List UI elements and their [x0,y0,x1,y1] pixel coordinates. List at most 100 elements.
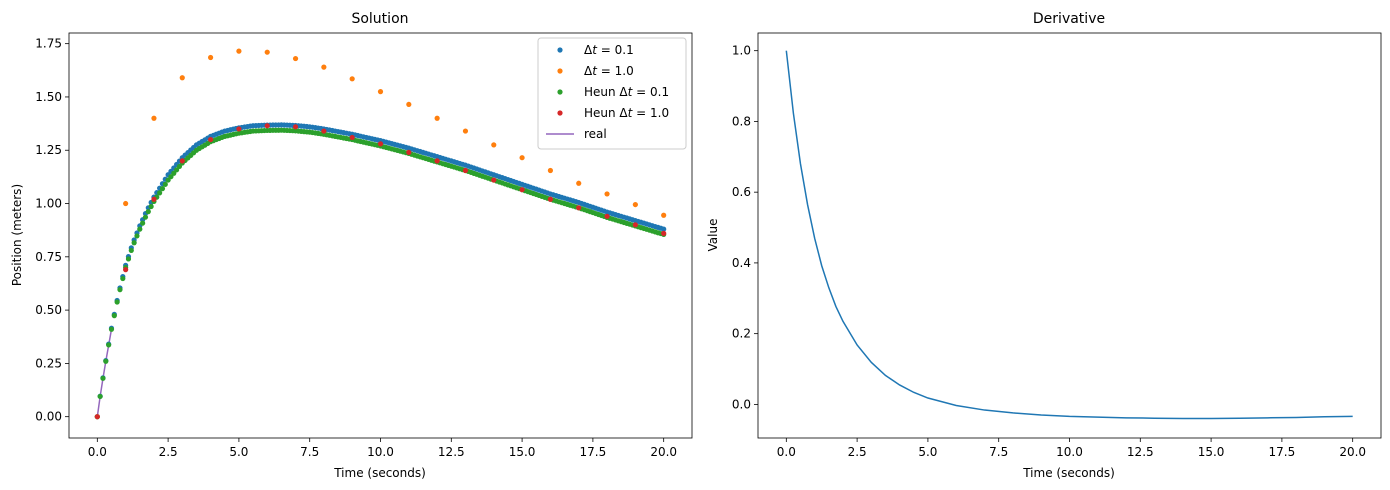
legend-swatch-dot [557,68,563,74]
derivative-xtick-label: 17.5 [1269,445,1296,459]
solution-xtick-label: 5.0 [229,445,248,459]
data-point [576,180,582,186]
solution-xlabel: Time (seconds) [333,466,426,480]
data-point [100,375,106,381]
data-point [114,299,120,305]
data-point [207,136,214,143]
data-point [321,128,327,134]
data-point [137,226,143,232]
solution-legend: Δt = 0.1 Δt = 1.0 Heun Δt = 0.1 Heun Δt = 1… [537,37,687,150]
data-point [377,89,384,95]
data-point [264,123,270,129]
data-point [491,142,497,148]
data-point [661,230,667,236]
solution-ytick-label: 1.75 [35,37,62,51]
data-point [406,101,412,108]
solution-ytick-label: 1.50 [35,90,62,104]
data-point [97,393,103,400]
data-point [165,177,171,183]
data-point [108,326,115,332]
solution-xtick-label: 20.0 [650,445,677,459]
data-point [145,209,151,215]
data-point [661,212,667,218]
data-point [547,167,554,174]
data-point [321,64,327,70]
data-point [176,163,183,170]
legend-label: Δt = 1.0 [584,64,634,78]
solution-panel: Solution 0.0 2.5 5.0 7.5 10.0 12.5 15.0 17.5 20.… [10,11,693,480]
data-point [604,191,610,197]
data-point [406,149,412,155]
data-point [604,213,610,219]
legend-label: real [584,127,607,141]
data-point [148,203,154,210]
derivative-ytick-label: 0.0 [732,397,751,411]
solution-ticks: 0.0 2.5 5.0 7.5 10.0 12.5 15.0 17.5 20.0 0.00 0.25… [35,37,677,459]
solution-xtick-label: 2.5 [159,445,178,459]
data-point [264,49,270,55]
derivative-ytick-label: 0.8 [732,114,751,128]
solution-xtick-label: 12.5 [438,445,465,459]
derivative-xtick-label: 10.0 [1056,445,1083,459]
legend-label: Δt = 0.1 [584,43,634,57]
solution-xtick-label: 17.5 [580,445,607,459]
derivative-axes-frame [757,32,1382,439]
solution-xtick-label: 7.5 [300,445,319,459]
data-point [292,124,299,130]
solution-xtick-label: 10.0 [367,445,394,459]
data-point [179,158,185,164]
solution-ytick-label: 0.25 [35,356,62,370]
solution-axes-frame [68,32,693,439]
data-point [519,187,525,193]
legend-label: Heun Δt = 0.1 [584,85,669,99]
derivative-xtick-label: 0.0 [777,445,796,459]
derivative-ticks: 0.0 2.5 5.0 7.5 10.0 12.5 15.0 17.5 20.0 0.0 0.2 0.… [732,44,1366,459]
solution-ytick-label: 1.25 [35,143,62,157]
solution-ytick-label: 0.50 [35,303,62,317]
solution-title: Solution [351,11,408,27]
derivative-ytick-label: 0.4 [732,256,751,270]
data-point [111,313,117,319]
solution-xtick-label: 15.0 [509,445,536,459]
data-point [349,76,355,82]
data-point [174,167,180,173]
derivative-xlabel: Time (seconds) [1022,466,1115,480]
solution-ytick-label: 0.75 [35,250,62,264]
solution-ytick-label: 0.00 [35,410,62,424]
derivative-line [785,50,1353,420]
data-point [462,128,469,134]
legend-label: Heun Δt = 1.0 [584,106,669,120]
derivative-xtick-label: 2.5 [848,445,867,459]
data-point [142,214,149,220]
data-point [123,267,129,273]
legend-swatch-dot [557,47,563,53]
legend-frame [537,37,687,150]
data-point [179,75,185,81]
data-point [576,205,582,211]
data-point [151,115,157,121]
data-point [159,186,166,192]
data-point [103,358,109,364]
data-point [661,226,667,232]
legend-swatch-dot [557,89,563,95]
data-point [94,414,100,420]
derivative-ytick-label: 1.0 [732,44,751,58]
data-point [377,141,384,147]
data-point [632,201,638,208]
data-point [140,220,146,226]
data-point [632,222,638,228]
solution-xtick-label: 0.0 [88,445,107,459]
data-point [547,196,554,202]
derivative-xtick-label: 20.0 [1339,445,1366,459]
derivative-xtick-label: 7.5 [989,445,1008,459]
data-point [128,247,134,254]
data-point [106,342,112,348]
data-point [207,54,214,61]
derivative-xtick-label: 12.5 [1127,445,1154,459]
data-point [519,155,525,161]
data-point [236,48,242,54]
derivative-xtick-label: 15.0 [1198,445,1225,459]
data-point [131,240,137,246]
derivative-ytick-label: 0.6 [732,185,751,199]
derivative-ytick-label: 0.2 [732,327,751,341]
